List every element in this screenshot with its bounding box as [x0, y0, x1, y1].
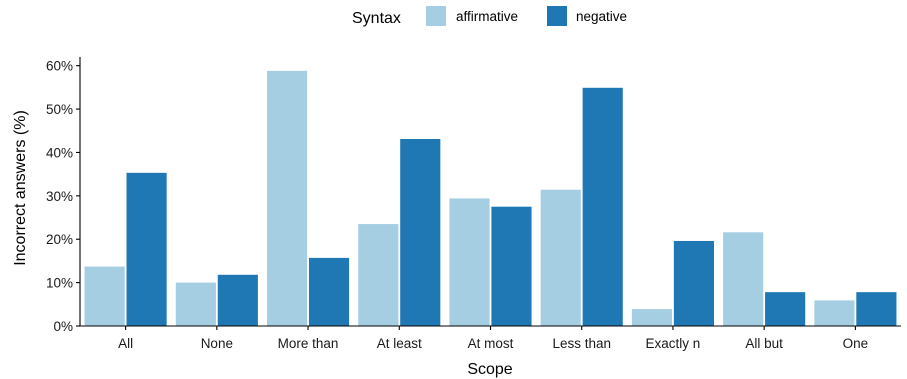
- x-tick-label: More than: [278, 336, 339, 351]
- legend-label-negative: negative: [576, 9, 627, 24]
- bar-negative-one: [856, 292, 897, 326]
- bar-affirmative-less-than: [540, 189, 581, 326]
- bar-negative-less-than: [582, 87, 623, 326]
- bar-affirmative-more-than: [267, 70, 308, 326]
- x-tick-label: All but: [745, 336, 783, 351]
- bar-negative-more-than: [308, 257, 350, 326]
- bar-negative-none: [217, 274, 258, 326]
- y-tick-label: 30%: [46, 189, 73, 204]
- y-tick-label: 10%: [46, 276, 73, 291]
- y-tick-label: 50%: [46, 102, 73, 117]
- bar-negative-exactly-n: [673, 240, 714, 326]
- y-tick-label: 40%: [46, 145, 73, 160]
- x-axis: All None More than At least At most Less than…: [80, 325, 901, 351]
- x-tick-label: All: [118, 336, 133, 351]
- x-tick-label: At most: [468, 336, 514, 351]
- bar-affirmative-at-most: [449, 198, 490, 326]
- bar-affirmative-at-least: [358, 224, 399, 326]
- x-tick-label: At least: [377, 336, 422, 351]
- x-tick-label: Exactly n: [646, 336, 701, 351]
- bar-affirmative-all: [84, 266, 125, 326]
- bar-affirmative-one: [814, 300, 855, 326]
- legend: Syntax affirmative negative: [352, 6, 627, 27]
- y-tick-label: 0%: [53, 319, 73, 334]
- y-axis: 0% 10% 20% 30% 40% 50% 60%: [46, 57, 81, 334]
- x-tick-label: None: [201, 336, 233, 351]
- bar-negative-at-least: [400, 139, 441, 326]
- bar-negative-all-but: [765, 292, 806, 326]
- y-tick-label: 60%: [46, 59, 73, 74]
- x-axis-title: Scope: [467, 361, 512, 378]
- y-axis-title: Incorrect answers (%): [12, 110, 29, 266]
- bar-negative-at-most: [491, 206, 532, 326]
- x-tick-label: Less than: [552, 336, 611, 351]
- y-tick-label: 20%: [46, 232, 73, 247]
- bar-negative-all: [126, 172, 167, 326]
- bar-affirmative-none: [175, 282, 216, 326]
- legend-swatch-negative: [547, 6, 567, 26]
- x-tick-label: One: [843, 336, 869, 351]
- bar-affirmative-all-but: [723, 232, 764, 326]
- legend-swatch-affirmative: [426, 6, 446, 26]
- legend-label-affirmative: affirmative: [456, 9, 518, 24]
- legend-title: Syntax: [352, 10, 401, 27]
- bars-layer: [84, 70, 897, 326]
- bar-affirmative-exactly-n: [631, 309, 673, 326]
